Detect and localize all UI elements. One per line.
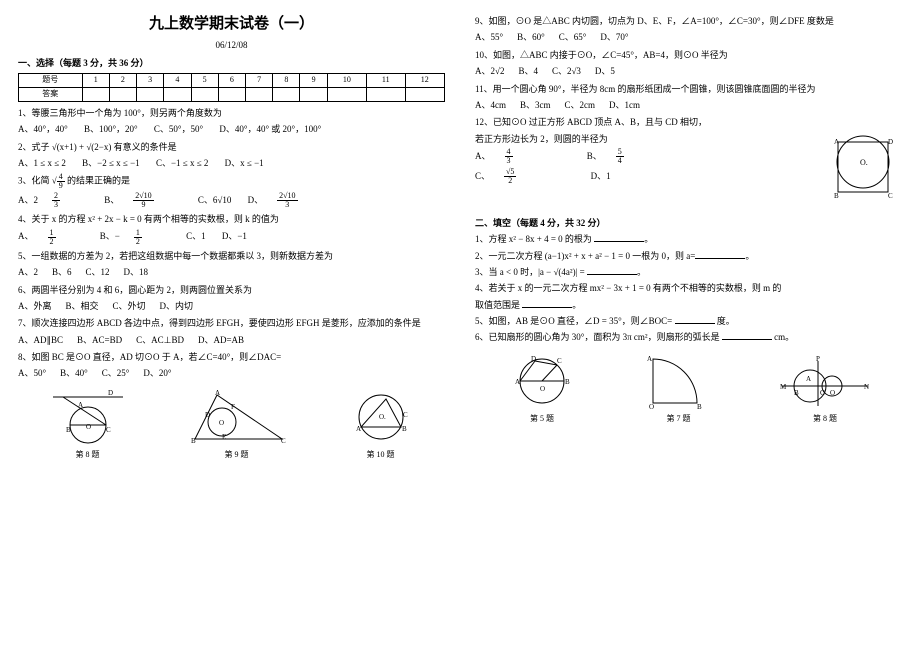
svg-text:N: N [864, 383, 869, 391]
svg-text:O: O [219, 419, 224, 427]
fig-q8: A D B C O 第 8 题 [48, 387, 128, 462]
fig10-svg: O. A B C [346, 387, 416, 447]
q1-opts: A、40°，40° B、100°，20° C、50°，50° D、40°，40°… [18, 122, 445, 136]
s2q3: 3、当 a < 0 时，|a − √(4a²)| = 。 [475, 265, 902, 279]
q5-text: 5、一组数据的方差为 2，若把这组数据中每一个数据都乘以 3，则新数据方差为 [18, 249, 445, 263]
date: 06/12/08 [18, 38, 445, 52]
fig-s2q7: A O B 第 7 题 [641, 351, 716, 426]
q12-text-a: 12、已知⊙O 过正方形 ABCD 顶点 A、B，且与 CD 相切， [475, 115, 902, 129]
right-column: 9、如图，⊙O 是△ABC 内切圆，切点为 D、E、F，∠A=100°，∠C=3… [475, 12, 902, 462]
svg-text:D: D [888, 138, 893, 146]
q4-opts: A、12 B、−12 C、1 D、−1 [18, 229, 445, 246]
s2q2: 2、一元二次方程 (a−1)x² + x + a² − 1 = 0 一根为 0，… [475, 249, 902, 263]
q9-text: 9、如图，⊙O 是△ABC 内切圆，切点为 D、E、F，∠A=100°，∠C=3… [475, 14, 902, 28]
svg-text:C: C [403, 411, 408, 419]
svg-text:D: D [531, 355, 536, 363]
grid-label-2: 答案 [19, 87, 83, 101]
q2-text: 2、式子 √(x+1) + √(2−x) 有意义的条件是 [18, 140, 445, 154]
svg-text:A: A [356, 425, 361, 433]
q3-opts: A、223 B、2√109 C、6√10 D、2√103 [18, 192, 445, 209]
q7-opts: A、AD∥BCB、AC=BDC、AC⊥BDD、AD=AB [18, 333, 445, 347]
s2q6: 6、已知扇形的圆心角为 30°，面积为 3π cm²，则扇形的弧长是 cm。 [475, 330, 902, 344]
fig9-svg: A B C D F E O [187, 387, 287, 447]
svg-text:A: A [806, 375, 811, 383]
svg-text:O: O [540, 385, 545, 393]
svg-text:P: P [816, 355, 820, 363]
title: 九上数学期末试卷（一） [18, 12, 445, 36]
svg-text:D: D [108, 389, 113, 397]
svg-text:A: A [215, 389, 220, 397]
svg-text:C: C [888, 192, 893, 200]
q3-text: 3、化简 √49 的结果正确的是 [18, 173, 445, 190]
svg-text:D: D [205, 411, 210, 419]
fig-s2q5: A O B C D 第 5 题 [507, 351, 577, 426]
q6-opts: A、外离B、相交C、外切D、内切 [18, 299, 445, 313]
q8-opts: A、50°B、40°C、25°D、20° [18, 366, 445, 380]
svg-text:M: M [780, 383, 787, 391]
q11-text: 11、用一个圆心角 90°，半径为 8cm 的扇形纸团成一个圆锥，则该圆锥底面圆… [475, 82, 902, 96]
q9-opts: A、55°B、60°C、65°D、70° [475, 30, 902, 44]
svg-text:O: O [649, 403, 654, 411]
svg-text:O: O [86, 423, 91, 431]
section2-head: 二、填空（每题 4 分，共 32 分） [475, 216, 902, 230]
fig-q12: A D B C O. [824, 132, 902, 202]
s2q5: 5、如图，AB 是⊙O 直径，∠D = 35°，则∠BOC= 度。 [475, 314, 902, 328]
svg-text:A: A [834, 138, 839, 146]
q10-text: 10、如图，△ABC 内接于⊙O，∠C=45°，AB=4，则⊙O 半径为 [475, 48, 902, 62]
svg-text:C: C [106, 426, 111, 434]
q5-opts: A、2B、6C、12D、18 [18, 265, 445, 279]
q10-opts: A、2√2B、4C、2√3D、5 [475, 64, 902, 78]
section1-head: 一、选择（每题 3 分，共 36 分） [18, 56, 445, 70]
left-column: 九上数学期末试卷（一） 06/12/08 一、选择（每题 3 分，共 36 分）… [18, 12, 445, 462]
left-figures: A D B C O 第 8 题 A B C D F E [18, 387, 445, 462]
answer-grid: 题号 1 2 3 4 5 6 7 8 9 10 11 12 答案 [18, 73, 445, 102]
svg-text:O.: O. [379, 413, 386, 421]
svg-text:A: A [647, 355, 652, 363]
q7-text: 7、顺次连接四边形 ABCD 各边中点，得到四边形 EFGH，要使四边形 EFG… [18, 316, 445, 330]
svg-text:A: A [515, 378, 520, 386]
q8-text: 8、如图 BC 是⊙O 直径，AD 切⊙O 于 A，若∠C=40°，则∠DAC= [18, 350, 445, 364]
fig8-svg: A D B C O [48, 387, 128, 447]
s2q1: 1、方程 x² − 8x + 4 = 0 的根为 。 [475, 232, 902, 246]
svg-text:A: A [78, 401, 83, 409]
svg-text:C: C [820, 389, 825, 397]
svg-text:O: O [830, 389, 835, 397]
svg-text:C: C [557, 357, 562, 365]
svg-text:C: C [281, 437, 286, 445]
svg-text:B: B [402, 425, 407, 433]
svg-text:E: E [222, 433, 226, 441]
q6-text: 6、两圆半径分别为 4 和 6，圆心距为 2，则两圆位置关系为 [18, 283, 445, 297]
svg-text:B: B [834, 192, 839, 200]
fig-q10: O. A B C 第 10 题 [346, 387, 416, 462]
right-figures: A O B C D 第 5 题 A O B 第 7 题 [475, 351, 902, 426]
s2q4: 4、若关于 x 的一元二次方程 mx² − 3x + 1 = 0 有两个不相等的… [475, 281, 902, 295]
grid-label-1: 题号 [19, 73, 83, 87]
svg-text:B: B [66, 426, 71, 434]
svg-text:F: F [231, 403, 235, 411]
q4-text: 4、关于 x 的方程 x² + 2x − k = 0 有两个相等的实数根，则 k… [18, 212, 445, 226]
fig-s2q8: M N P B C O A 第 8 题 [780, 351, 870, 426]
svg-text:B: B [697, 403, 702, 411]
q1-text: 1、等腰三角形中一个角为 100°，则另两个角度数为 [18, 106, 445, 120]
q11-opts: A、4cmB、3cmC、2cmD、1cm [475, 98, 902, 112]
svg-text:B: B [565, 378, 570, 386]
svg-text:B: B [794, 389, 799, 397]
fig-q9: A B C D F E O 第 9 题 [187, 387, 287, 462]
svg-text:O.: O. [860, 158, 868, 167]
q2-opts: A、1 ≤ x ≤ 2 B、−2 ≤ x ≤ −1 C、−1 ≤ x ≤ 2 D… [18, 156, 445, 170]
svg-text:B: B [191, 437, 196, 445]
